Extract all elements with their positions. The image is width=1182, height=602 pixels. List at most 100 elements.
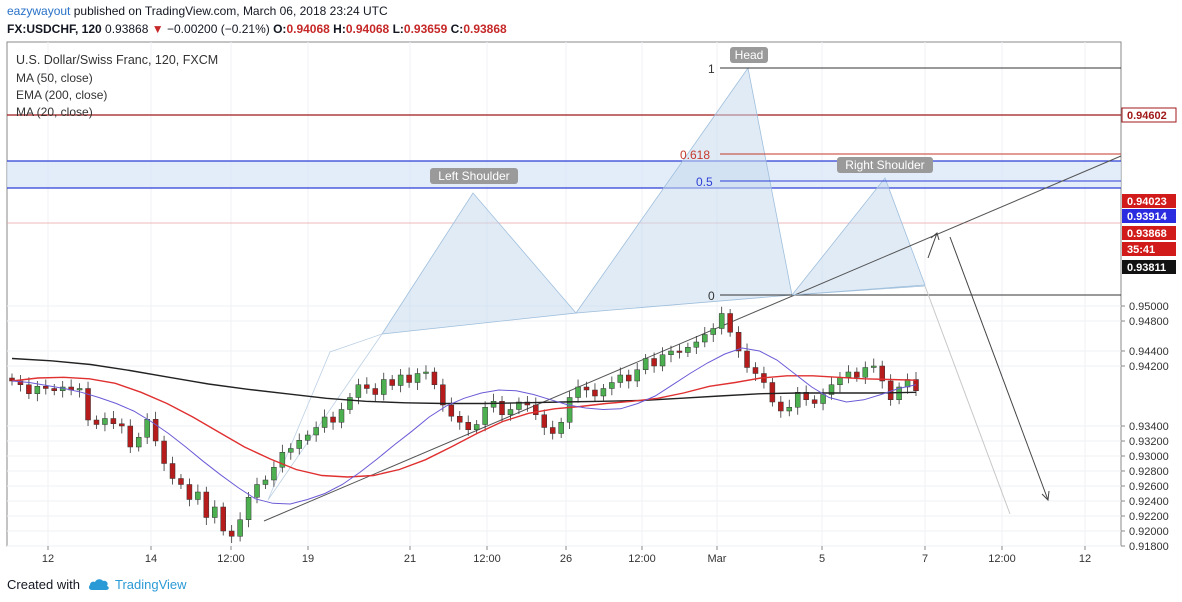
candle-body (845, 371, 852, 378)
right-shoulder-label-bg (837, 157, 933, 173)
resistance-zone (7, 161, 1121, 188)
candle-body (262, 479, 269, 485)
candle-body (119, 423, 125, 427)
candle-body (465, 422, 471, 430)
candle-body (803, 392, 809, 400)
tradingview-brand-text: TradingView (114, 577, 187, 592)
fib-label-0618: 0.618 (680, 148, 710, 162)
price-tag-bg (1122, 209, 1176, 223)
candle-body (144, 419, 150, 438)
ma50-line (11, 375, 917, 478)
candle-body (152, 419, 159, 442)
x-tick-label: 12 (42, 553, 54, 565)
candle-body (634, 369, 640, 382)
author-link[interactable]: eazywayout (7, 4, 71, 18)
candle-body (566, 397, 573, 423)
candle-body (431, 371, 438, 385)
candle-body (389, 379, 395, 386)
candle-body (820, 394, 826, 404)
candle-body (871, 365, 877, 368)
candle-body (372, 388, 379, 395)
candle-body (85, 388, 91, 421)
high-value: 0.94068 (345, 22, 390, 36)
candle-body (43, 386, 49, 389)
candle-body (135, 437, 142, 448)
candle-body (313, 427, 319, 436)
candle-body (862, 367, 869, 378)
candle-body (169, 463, 176, 479)
candle-body (186, 484, 193, 500)
candle-body (702, 334, 708, 343)
candle-body (380, 379, 387, 395)
candle-body (321, 416, 328, 428)
candle-body (212, 506, 218, 518)
x-tick-label: 7 (922, 553, 928, 565)
fib-label-1: 1 (708, 62, 715, 76)
candle-body (558, 422, 564, 434)
fib-label-0: 0 (708, 289, 715, 303)
candle-body (440, 384, 446, 406)
tradingview-logo[interactable]: TradingView (88, 577, 187, 592)
candle-body (854, 371, 860, 378)
candle-body (879, 365, 885, 382)
footer: Created with TradingView (7, 577, 187, 592)
left-shoulder-triangle (381, 192, 577, 335)
candle-body (727, 313, 733, 333)
candle-body (668, 350, 674, 355)
candle-body (355, 384, 362, 398)
price-tag-bg (1122, 226, 1176, 240)
y-tick-label: 0.94400 (1129, 346, 1169, 358)
candle-body (710, 328, 716, 335)
close-value: 0.93868 (463, 22, 507, 36)
y-tick-label: 0.93000 (1129, 451, 1169, 463)
y-tick-label: 0.93400 (1129, 421, 1169, 433)
down-arrow-icon: ▼ (151, 22, 164, 36)
y-tick-label: 0.91800 (1129, 541, 1169, 553)
right-shoulder-triangle (791, 177, 926, 296)
legend-ma20[interactable]: MA (20, close) (16, 105, 93, 119)
ma20-line (11, 347, 917, 505)
candle-body (482, 407, 488, 425)
x-tick-label: 19 (302, 553, 314, 565)
candle-body (541, 414, 548, 428)
pattern-labels: Head Left Shoulder Right Shoulder (430, 47, 933, 184)
candle-body (524, 401, 531, 406)
candle-body (17, 380, 24, 385)
candle-body (693, 341, 700, 348)
open-label: O: (273, 22, 287, 36)
candle-body (896, 386, 902, 400)
left-shoulder-label: Left Shoulder (438, 169, 509, 183)
price-tag-bg (1122, 194, 1176, 208)
ema200-line (11, 357, 917, 405)
plot-area[interactable] (6, 41, 1122, 547)
candle-body (625, 374, 632, 382)
low-value: 0.93659 (403, 22, 448, 36)
candle-body (600, 388, 607, 397)
uptrend-line[interactable] (263, 155, 1122, 522)
candle-body (161, 440, 167, 464)
candle-body (718, 313, 725, 329)
publish-line: eazywayout published on TradingView.com,… (7, 4, 388, 18)
fib-retracement[interactable]: 1 0.618 0.5 0 (680, 62, 1121, 303)
legend-ema200[interactable]: EMA (200, close) (16, 88, 108, 102)
chart-title: U.S. Dollar/Swiss Franc, 120, FXCM (16, 53, 219, 67)
candle-body (228, 530, 235, 537)
candle-body (617, 374, 624, 383)
left-shoulder-label-bg (430, 168, 518, 184)
symbol: FX:USDCHF, 120 (7, 22, 102, 36)
y-tick-label: 0.94200 (1129, 361, 1169, 373)
candle-body (778, 401, 784, 412)
head-shoulders-pattern (267, 66, 926, 501)
low-label: L: (392, 22, 404, 36)
candle-body (178, 478, 184, 485)
projection-arrows[interactable] (924, 232, 1050, 515)
price-change: −0.00200 (−0.21%) (167, 22, 270, 36)
cloud-icon (88, 579, 109, 590)
pullback-arrow (927, 232, 938, 259)
y-tick-label: 0.92800 (1129, 466, 1169, 478)
candle-body (245, 497, 252, 520)
candle-body (592, 389, 598, 397)
target-arrow (949, 236, 1049, 501)
legend-ma50[interactable]: MA (50, close) (16, 71, 93, 85)
